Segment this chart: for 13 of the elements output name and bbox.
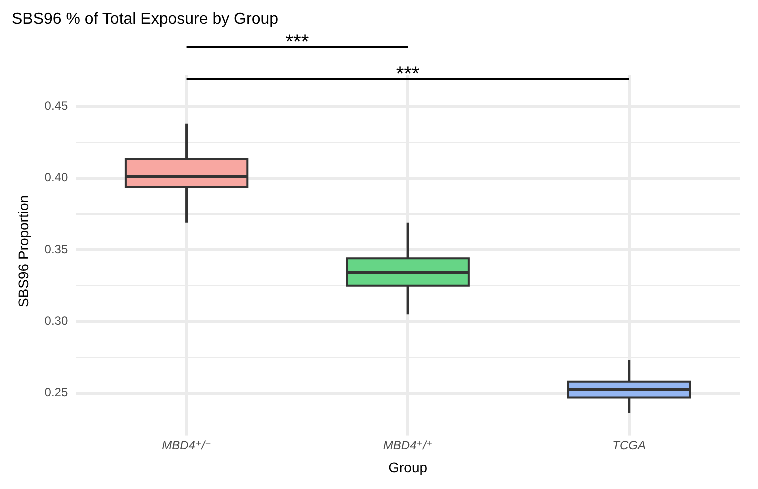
annotation: *** — [396, 64, 420, 86]
y-tick-label: 0.25 — [44, 386, 68, 400]
x-tick-label: MBD4⁺/⁺ — [383, 438, 433, 452]
x-tick-label: TCGA — [612, 438, 646, 452]
y-tick-label: 0.35 — [44, 242, 68, 256]
chart-title: SBS96 % of Total Exposure by Group — [12, 11, 279, 28]
text: *** — [286, 32, 310, 54]
y-tick-label: 0.40 — [44, 170, 68, 185]
y-tick-label: 0.45 — [44, 99, 68, 114]
x-axis-title: Group — [388, 459, 428, 476]
x-tick-label: MBD4⁺/⁻ — [162, 438, 212, 452]
y-axis-title: SBS96 Proportion — [15, 195, 32, 308]
y-tick-label: 0.30 — [44, 314, 68, 328]
